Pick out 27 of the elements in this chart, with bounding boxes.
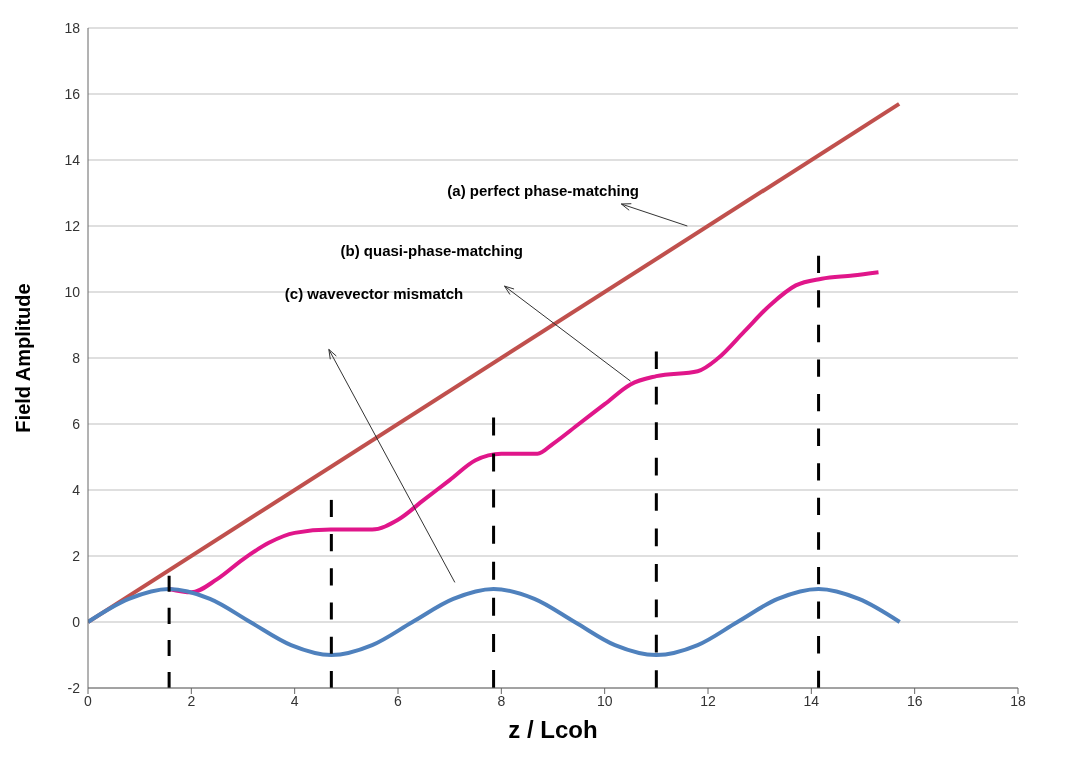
line-series [88, 587, 902, 657]
y-tick-label: 8 [72, 349, 81, 366]
y-tick-label: 16 [64, 85, 81, 102]
x-tick-label: 8 [497, 692, 506, 709]
x-tick-label: 0 [84, 692, 93, 709]
y-tick-label: 0 [72, 613, 81, 630]
x-tick-label: 18 [1010, 692, 1026, 709]
y-tick-label: 12 [64, 217, 81, 234]
y-tick-label: 6 [72, 415, 81, 432]
x-tick-label: 12 [700, 692, 716, 709]
x-tick-label: 16 [906, 692, 923, 709]
annotation: (a) perfect phase-matching [447, 182, 640, 199]
annotation: (c) wavevector mismatch [284, 285, 464, 303]
x-tick-label: 14 [803, 692, 820, 709]
y-tick-label: 14 [64, 151, 81, 168]
annotation: (b) quasi-phase-matching [340, 242, 524, 260]
x-tick-label: 4 [290, 692, 299, 709]
y-tick-label: 10 [64, 283, 81, 300]
x-tick-label: 10 [596, 692, 613, 709]
y-tick-label: 18 [64, 19, 81, 36]
y-axis-title: Field Amplitude [12, 283, 35, 433]
y-tick-label: 2 [72, 547, 81, 564]
y-tick-label: 4 [72, 481, 81, 498]
x-tick-label: 6 [394, 692, 403, 709]
y-tick-label: -2 [67, 679, 81, 696]
x-axis-title: z / Lcoh [508, 716, 598, 743]
x-tick-label: 2 [187, 692, 196, 709]
